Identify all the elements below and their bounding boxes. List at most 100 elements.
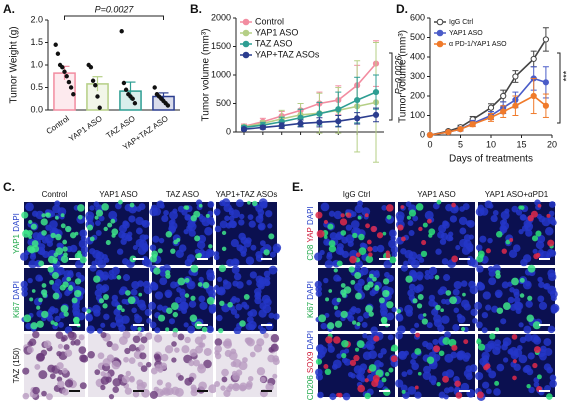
stained-cell — [420, 250, 428, 258]
nucleus — [181, 345, 190, 354]
nucleus — [49, 373, 56, 380]
row-label-part: YAP — [306, 225, 315, 243]
nucleus — [121, 232, 129, 241]
nucleus — [537, 295, 545, 303]
legend-label: TAZ ASO — [255, 38, 292, 48]
stained-cell — [63, 252, 68, 257]
data-point — [240, 126, 248, 133]
stained-cell — [205, 213, 210, 218]
stained-cell — [45, 212, 51, 218]
stained-cell — [339, 218, 348, 226]
nucleus — [525, 229, 533, 237]
nucleus — [179, 296, 187, 304]
nucleus — [106, 340, 113, 348]
stained-cell — [388, 367, 394, 373]
nucleus — [61, 367, 68, 374]
nucleus — [254, 296, 262, 305]
nucleus — [501, 281, 509, 289]
nucleus — [398, 350, 406, 359]
nucleus — [21, 290, 28, 297]
stained-cell — [476, 391, 484, 399]
nucleus — [272, 373, 278, 379]
stained-cell — [166, 307, 173, 314]
significance-bracket — [64, 15, 164, 20]
data-point — [97, 105, 102, 110]
x-tick-label: 15 — [516, 139, 526, 149]
stained-cell — [442, 337, 451, 345]
data-point — [165, 103, 171, 108]
micrograph — [214, 332, 280, 398]
row-label: TAZ (150) — [12, 347, 21, 383]
panel-label: C. — [3, 180, 15, 194]
nucleus — [361, 321, 368, 328]
nucleus — [442, 371, 449, 378]
data-point — [60, 65, 65, 70]
nucleus — [327, 342, 333, 348]
nucleus — [333, 210, 343, 220]
stained-cell — [116, 275, 122, 280]
nucleus — [380, 348, 387, 355]
stained-cell — [532, 321, 541, 330]
column-header: TAZ ASO — [166, 190, 199, 199]
nucleus — [100, 331, 107, 339]
nucleus — [149, 390, 158, 399]
panel-label: A. — [3, 2, 15, 16]
y-tick-label: 500 — [410, 32, 425, 42]
stained-cell — [218, 264, 227, 273]
stained-cell — [417, 294, 424, 301]
nucleus — [89, 205, 95, 211]
data-point — [354, 96, 361, 104]
nucleus — [457, 315, 466, 324]
stained-cell — [219, 300, 225, 307]
nucleus — [465, 220, 472, 227]
stained-cell — [60, 255, 69, 264]
stained-cell — [30, 223, 37, 230]
nucleus — [500, 210, 510, 220]
nucleus — [354, 265, 361, 271]
stained-cell — [451, 202, 456, 208]
nucleus — [423, 365, 431, 374]
legend-marker — [436, 18, 444, 26]
nucleus — [56, 266, 65, 276]
nucleus — [81, 251, 88, 258]
nucleus — [213, 254, 220, 261]
nucleus — [171, 357, 177, 363]
nucleus — [485, 304, 492, 311]
stained-cell — [53, 252, 59, 258]
data-point — [542, 102, 550, 109]
stained-cell — [386, 214, 392, 220]
row-label: Ki67 DAPI — [12, 281, 21, 318]
nucleus — [36, 353, 45, 361]
nucleus — [425, 342, 434, 350]
nucleus — [268, 265, 278, 275]
stained-cell — [60, 213, 65, 218]
stained-cell — [365, 255, 374, 264]
nucleus — [408, 283, 416, 291]
nucleus — [220, 385, 226, 391]
nucleus — [426, 322, 433, 329]
nucleus — [32, 330, 40, 339]
data-point — [500, 108, 507, 115]
stained-cell — [41, 230, 47, 236]
nucleus — [96, 327, 103, 334]
stained-cell — [129, 255, 137, 263]
nucleus — [159, 390, 166, 396]
stained-cell — [101, 203, 109, 211]
data-point — [132, 101, 138, 106]
stained-cell — [31, 289, 36, 293]
nucleus — [142, 280, 151, 289]
nucleus — [360, 266, 369, 276]
legend-label: Control — [255, 16, 284, 26]
stained-cell — [451, 344, 458, 351]
nucleus — [138, 239, 148, 248]
data-point — [55, 51, 61, 56]
nucleus — [100, 384, 106, 391]
nucleus — [493, 388, 501, 396]
nucleus — [56, 350, 62, 357]
stained-cell — [356, 322, 361, 327]
nucleus — [511, 205, 519, 213]
stained-cell — [340, 283, 346, 288]
data-point — [372, 89, 380, 96]
stained-cell — [263, 249, 270, 256]
stained-cell — [184, 293, 190, 298]
